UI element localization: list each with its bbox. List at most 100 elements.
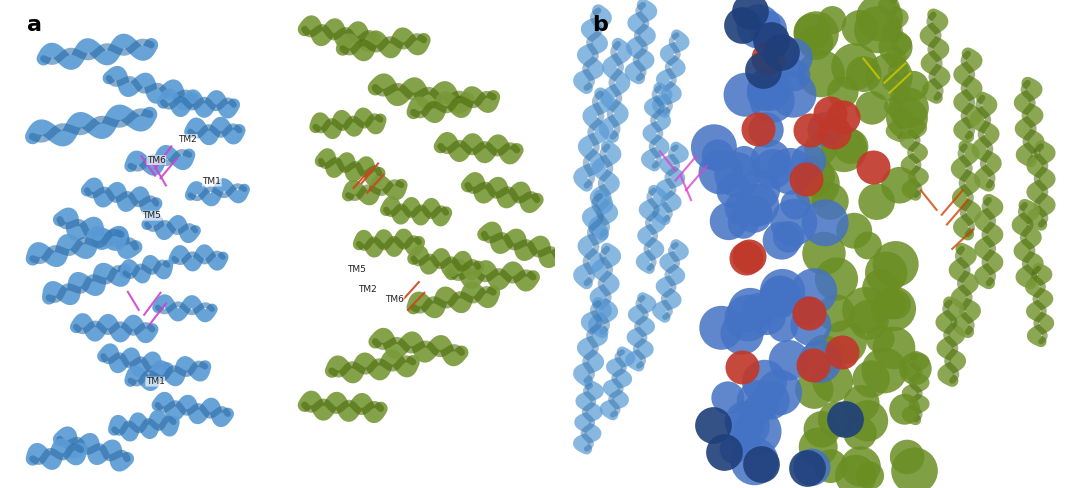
Point [900, 104, 917, 112]
Point [845, 227, 863, 235]
Point [759, 26, 777, 34]
Point [807, 39, 825, 46]
Point [756, 89, 774, 97]
Point [885, 305, 902, 313]
Point [726, 445, 743, 453]
Point [865, 163, 882, 171]
Point [787, 201, 804, 208]
Point [905, 82, 923, 90]
Text: TM1: TM1 [146, 377, 164, 386]
Point [757, 126, 775, 134]
Point [871, 335, 889, 343]
Point [815, 249, 832, 257]
Point [860, 242, 877, 249]
Point [759, 54, 777, 62]
Point [764, 97, 781, 104]
Point [899, 114, 916, 122]
Point [870, 14, 888, 22]
Point [868, 198, 886, 205]
Point [749, 427, 766, 435]
Point [802, 322, 819, 329]
Point [712, 168, 729, 176]
Point [803, 464, 820, 471]
Point [749, 125, 766, 133]
Point [842, 142, 860, 150]
Point [704, 422, 721, 429]
Point [733, 329, 751, 337]
Point [728, 171, 745, 179]
Point [761, 85, 778, 93]
Point [763, 36, 780, 44]
Point [891, 182, 908, 189]
Point [719, 394, 737, 402]
Point [786, 71, 803, 79]
Point [809, 443, 827, 451]
Point [836, 145, 853, 153]
Text: TM1: TM1 [202, 177, 221, 186]
Text: a: a [27, 15, 42, 35]
Point [754, 66, 771, 74]
Point [805, 386, 823, 394]
Point [837, 415, 854, 423]
Point [750, 201, 767, 209]
Point [876, 366, 893, 374]
Point [745, 210, 763, 218]
Point [716, 448, 733, 456]
Point [756, 378, 774, 386]
Point [770, 388, 788, 396]
Point [856, 306, 874, 314]
Point [806, 173, 824, 181]
Text: TM6: TM6 [385, 295, 404, 304]
Point [801, 309, 818, 317]
Point [807, 180, 825, 188]
Point [853, 399, 870, 407]
Point [824, 16, 841, 24]
Point [762, 156, 779, 163]
Point [713, 324, 730, 332]
Point [869, 26, 887, 34]
Point [882, 301, 900, 308]
Point [709, 151, 727, 159]
Point [798, 307, 815, 315]
Point [855, 70, 873, 78]
Point [887, 43, 904, 51]
Text: TM2: TM2 [178, 135, 197, 143]
Point [851, 24, 868, 32]
Point [764, 165, 781, 173]
Point [749, 208, 766, 216]
Point [800, 157, 817, 165]
Point [774, 288, 791, 296]
Point [880, 73, 898, 81]
Point [786, 219, 803, 226]
Point [834, 113, 852, 121]
Point [886, 344, 903, 352]
Point [798, 175, 815, 183]
Point [752, 460, 769, 468]
Point [772, 237, 790, 244]
Point [836, 339, 853, 346]
Point [906, 365, 924, 372]
Point [738, 254, 755, 262]
Point [821, 197, 839, 205]
Point [780, 356, 798, 364]
Point [747, 407, 765, 414]
Point [812, 358, 829, 366]
Point [823, 462, 840, 470]
Point [750, 306, 767, 314]
Point [803, 28, 820, 36]
Point [771, 294, 789, 302]
Point [735, 158, 753, 165]
Point [805, 287, 823, 295]
Point [861, 316, 878, 324]
Point [726, 187, 743, 195]
Point [828, 275, 845, 283]
Point [824, 378, 841, 386]
Point [887, 260, 904, 268]
Point [739, 314, 756, 322]
Point [899, 453, 916, 461]
Point [737, 91, 754, 99]
Text: TM6: TM6 [147, 156, 165, 164]
Point [812, 145, 829, 153]
Point [873, 284, 890, 292]
Point [771, 292, 789, 300]
